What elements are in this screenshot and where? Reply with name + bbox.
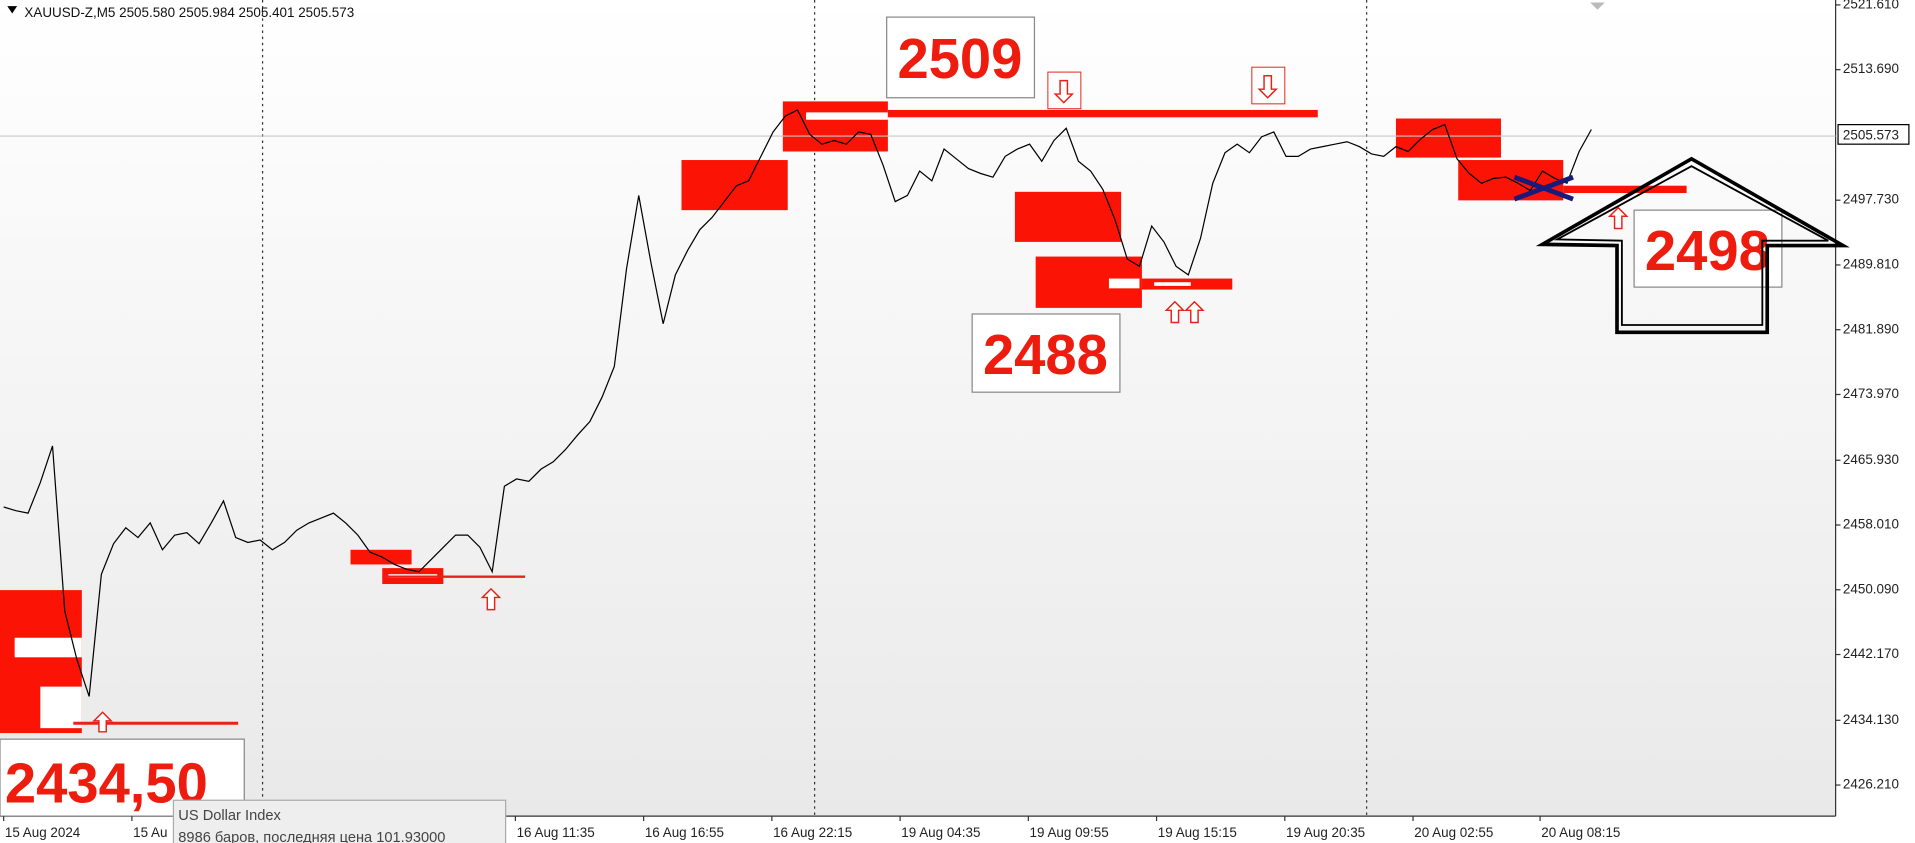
annotation: 2498 <box>1645 219 1770 282</box>
x-tick-label: 19 Aug 04:35 <box>901 825 980 840</box>
zone <box>1395 118 1501 158</box>
up-arrow <box>480 587 502 611</box>
x-tick-label: 20 Aug 02:55 <box>1414 825 1493 840</box>
plot-area <box>0 0 1836 817</box>
y-tick-label: 2521.610 <box>1843 0 1899 11</box>
x-tick-label: 19 Aug 09:55 <box>1030 825 1109 840</box>
arrow-outline <box>1535 156 1850 335</box>
zone <box>681 160 788 211</box>
arrow-outline <box>1553 165 1829 326</box>
annotation-box <box>1633 209 1783 288</box>
x-tick-label: 16 Aug 22:15 <box>773 825 852 840</box>
annotation-box <box>971 313 1121 393</box>
current-price-label: 2505.573 <box>1843 128 1899 143</box>
x-tick-label: 19 Aug 20:35 <box>1286 825 1365 840</box>
up-arrow <box>92 711 113 733</box>
chart-title: XAUUSD-Z,M5 2505.580 2505.984 2505.401 2… <box>24 5 354 20</box>
zone-gap <box>1108 278 1140 289</box>
x-tick-label: 16 Aug 11:35 <box>517 825 595 840</box>
y-tick-label: 2465.930 <box>1843 452 1899 467</box>
cross-stroke <box>1513 174 1574 202</box>
down-arrow <box>1257 75 1279 99</box>
zone-gap <box>40 686 82 729</box>
x-tick-label: 20 Aug 08:15 <box>1541 825 1620 840</box>
zone-gap <box>1154 282 1191 286</box>
tooltip-text: 8986 баров, последняя цена 101.93000 <box>178 830 445 843</box>
zone <box>1014 191 1122 242</box>
annotation: 2488 <box>983 323 1108 386</box>
zone <box>782 101 888 152</box>
y-tick-label: 2434.130 <box>1843 712 1899 727</box>
tooltip-title: US Dollar Index <box>178 808 281 824</box>
zones <box>0 101 1687 734</box>
scroll-marker <box>1590 2 1605 10</box>
y-tick-label: 2473.970 <box>1843 386 1899 401</box>
up-arrow <box>1607 206 1629 230</box>
down-arrow <box>1053 79 1075 104</box>
level-line <box>1563 185 1687 194</box>
arrow-frame <box>1047 71 1082 110</box>
x-tick-label: 16 Aug 16:55 <box>645 825 724 840</box>
series <box>3 109 1592 697</box>
y-tick-label: 2450.090 <box>1843 581 1899 596</box>
overlays: 2509 2488 2498 2434,50 <box>0 16 1850 817</box>
symbol-menu[interactable] <box>7 6 18 14</box>
cross-mark <box>1513 174 1574 202</box>
up-arrow <box>1184 300 1205 324</box>
zone-gap <box>14 637 82 658</box>
level-line <box>887 109 1318 118</box>
x-tick-label: 15 Au <box>133 825 167 840</box>
up-arrow <box>1164 300 1186 324</box>
arrow-frame <box>1251 66 1286 105</box>
zone-gap <box>806 112 888 120</box>
annotation-box <box>886 16 1036 99</box>
big-up-arrow <box>1535 156 1850 335</box>
price-line <box>3 109 1592 697</box>
y-tick-label: 2426.210 <box>1843 777 1899 792</box>
y-tick-label: 2497.730 <box>1843 192 1899 207</box>
y-tick-label: 2458.010 <box>1843 517 1899 532</box>
axis-labels: 2521.610 2513.690 2497.730 2489.810 2481.890… <box>3 0 1899 840</box>
y-tick-label: 2489.810 <box>1843 256 1899 271</box>
annotation: 2509 <box>897 27 1022 90</box>
y-tick-label: 2481.890 <box>1843 321 1899 336</box>
y-tick-label: 2513.690 <box>1843 61 1899 76</box>
y-tick-label: 2442.170 <box>1843 646 1899 661</box>
current-price-box <box>1837 124 1910 145</box>
x-tick-label: 19 Aug 15:15 <box>1158 825 1237 840</box>
x-tick-label: 15 Aug 2024 <box>5 825 81 840</box>
tooltip <box>172 799 507 843</box>
